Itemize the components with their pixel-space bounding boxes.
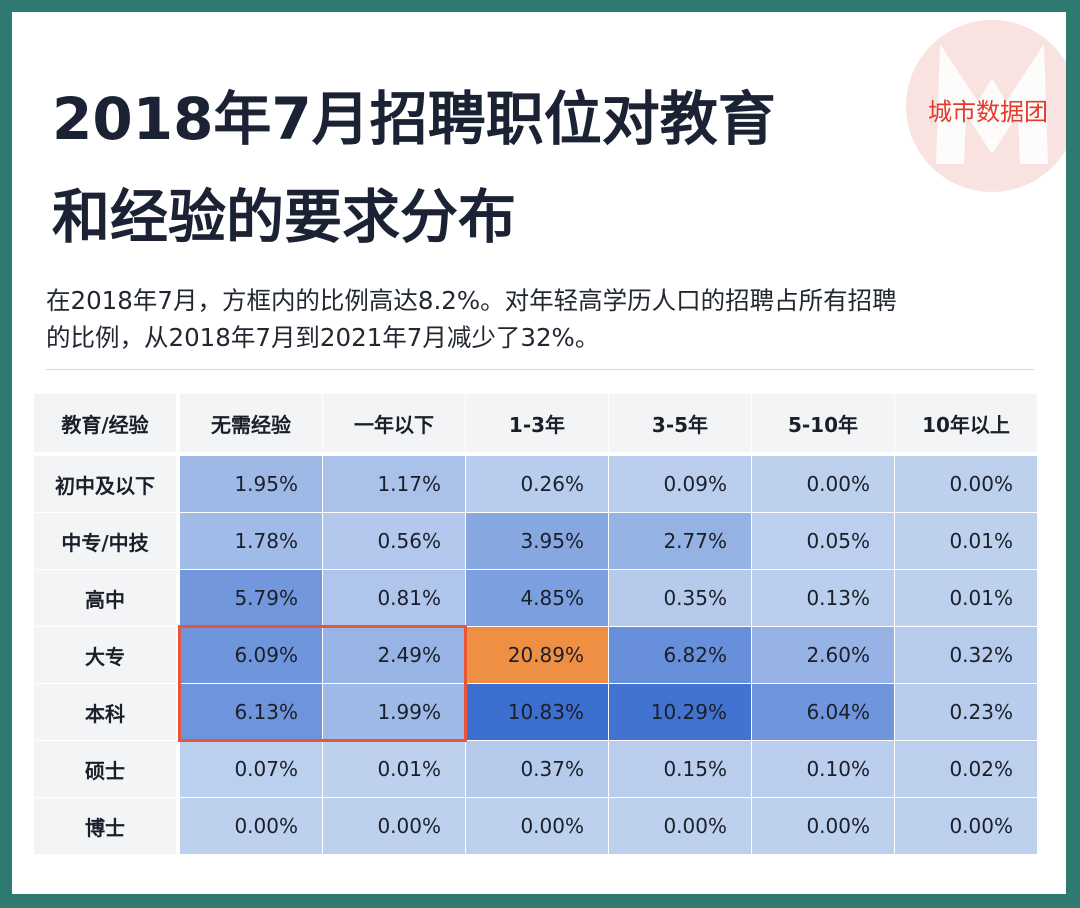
heatmap-cell: 1.95% [180, 456, 322, 512]
column-header: 一年以下 [323, 394, 465, 452]
row-label: 中专/中技 [34, 513, 176, 569]
heatmap-cell: 2.49% [323, 627, 465, 683]
divider [46, 369, 1034, 370]
heatmap-cell: 0.01% [895, 513, 1037, 569]
heatmap-cell: 0.35% [609, 570, 751, 626]
heatmap-cell: 0.81% [323, 570, 465, 626]
heatmap-cell: 0.05% [752, 513, 894, 569]
heatmap-cell: 0.10% [752, 741, 894, 797]
heatmap-cell: 0.01% [323, 741, 465, 797]
heatmap-cell: 1.99% [323, 684, 465, 740]
heatmap-cell: 0.00% [466, 798, 608, 854]
heatmap-cell: 6.09% [180, 627, 322, 683]
heatmap-cell: 0.15% [609, 741, 751, 797]
title-line: 和经验的要求分布 [52, 183, 517, 251]
heatmap-cell: 0.00% [180, 798, 322, 854]
logo-text: 城市数据团 [928, 98, 1048, 126]
heatmap-cell: 0.26% [466, 456, 608, 512]
highlight-box [178, 625, 467, 742]
heatmap-cell: 0.00% [895, 798, 1037, 854]
heatmap-cell: 0.32% [895, 627, 1037, 683]
row-label: 高中 [34, 570, 176, 626]
column-header: 10年以上 [895, 394, 1037, 452]
heatmap-cell: 0.13% [752, 570, 894, 626]
row-label: 大专 [34, 627, 176, 683]
heatmap-cell: 0.00% [323, 798, 465, 854]
heatmap-cell: 0.09% [609, 456, 751, 512]
heatmap-cell: 0.00% [752, 456, 894, 512]
column-header: 1-3年 [466, 394, 608, 452]
column-header: 3-5年 [609, 394, 751, 452]
heatmap-cell: 0.07% [180, 741, 322, 797]
heatmap-cell: 0.23% [895, 684, 1037, 740]
heatmap-cell: 6.04% [752, 684, 894, 740]
corner-header: 教育/经验 [34, 394, 176, 452]
heatmap-cell: 10.29% [609, 684, 751, 740]
heatmap-cell: 20.89% [466, 627, 608, 683]
heatmap-cell: 0.00% [609, 798, 751, 854]
brand-logo: 城市数据团 [900, 14, 1066, 200]
heatmap-cell: 0.00% [895, 456, 1037, 512]
subtitle-line: 的比例，从2018年7月到2021年7月减少了32%。 [46, 323, 600, 352]
heatmap-cell: 1.78% [180, 513, 322, 569]
heatmap-cell: 6.82% [609, 627, 751, 683]
row-label: 博士 [34, 798, 176, 854]
heatmap-cell: 0.56% [323, 513, 465, 569]
title-line: 2018年7月招聘职位对教育 [52, 85, 776, 153]
heatmap-cell: 6.13% [180, 684, 322, 740]
column-header: 无需经验 [180, 394, 322, 452]
heatmap-cell: 2.60% [752, 627, 894, 683]
heatmap-cell: 0.02% [895, 741, 1037, 797]
heatmap-cell: 0.00% [752, 798, 894, 854]
page-title: 2018年7月招聘职位对教育 和经验的要求分布 [52, 70, 912, 266]
column-header: 5-10年 [752, 394, 894, 452]
heatmap-cell: 0.01% [895, 570, 1037, 626]
row-label: 本科 [34, 684, 176, 740]
heatmap-cell: 0.37% [466, 741, 608, 797]
heatmap-cell: 4.85% [466, 570, 608, 626]
subtitle-line: 在2018年7月，方框内的比例高达8.2%。对年轻高学历人口的招聘占所有招聘 [46, 286, 897, 315]
heatmap-cell: 2.77% [609, 513, 751, 569]
heatmap-cell: 10.83% [466, 684, 608, 740]
subtitle: 在2018年7月，方框内的比例高达8.2%。对年轻高学历人口的招聘占所有招聘 的… [46, 282, 1046, 356]
heatmap-cell: 1.17% [323, 456, 465, 512]
chart-card: 城市数据团 2018年7月招聘职位对教育 和经验的要求分布 在2018年7月，方… [12, 12, 1066, 894]
heatmap-table: 教育/经验 无需经验 一年以下 1-3年 3-5年 5-10年 10年以上初中及以下 1.95… [34, 394, 1044, 864]
logo-icon [906, 20, 1066, 192]
row-label: 硕士 [34, 741, 176, 797]
heatmap-cell: 3.95% [466, 513, 608, 569]
row-label: 初中及以下 [34, 456, 176, 512]
heatmap-cell: 5.79% [180, 570, 322, 626]
